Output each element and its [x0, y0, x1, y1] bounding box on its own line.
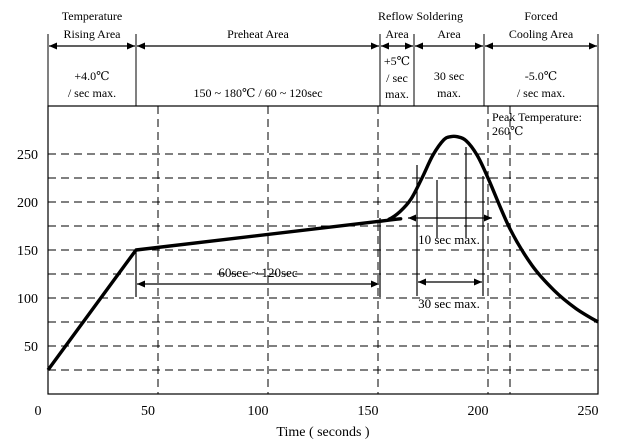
zone-title-line2: Preheat Area — [227, 27, 289, 41]
zone-title-line1: Forced — [524, 9, 557, 23]
y-tick-label: 50 — [24, 340, 38, 355]
x-tick-label: 250 — [578, 404, 599, 419]
zone-note-line2: / sec — [386, 71, 408, 85]
zone-arrow-head-right — [589, 42, 597, 50]
temperature-curve — [46, 134, 599, 372]
preheat-duration-label: 60sec ~ 120sec — [218, 265, 297, 280]
zone-arrow-head-right — [405, 42, 413, 50]
zone-3: Reflow Soldering Area +5℃ / sec max. — [378, 9, 463, 101]
zone-arrow-head-left — [381, 42, 389, 50]
zone-note-line1: 30 sec — [434, 69, 464, 83]
zone-note-line2: / sec max. — [517, 86, 565, 100]
zone-arrow-head-right — [475, 42, 483, 50]
annotations: Peak Temperature:260℃ 60sec ~ 120sec 10 se… — [135, 110, 582, 311]
thirty-sec-arrow-head-left — [418, 278, 426, 286]
peak-temperature-label: Peak Temperature: — [492, 110, 582, 124]
y-tick-label: 150 — [17, 244, 38, 259]
zone-note-line2: 150 ~ 180℃ / 60 ~ 120sec — [193, 86, 322, 100]
y-tick-label: 200 — [17, 196, 38, 211]
zone-arrow-head-right — [127, 42, 135, 50]
x-tick-label: 150 — [358, 404, 379, 419]
plot-area — [46, 134, 599, 372]
zone-note-line2: / sec max. — [68, 86, 116, 100]
thirty-sec-arrow-head-right — [474, 278, 482, 286]
plot-frame — [47, 105, 599, 395]
zone-title-line2: Cooling Area — [509, 27, 574, 41]
zone-arrow-head-left — [137, 42, 145, 50]
ten-sec-arrow-head-right — [484, 214, 492, 222]
zone-header: Temperature Rising Area +4.0℃ / sec max. Pre… — [47, 9, 599, 106]
x-tick-label: 200 — [468, 404, 489, 419]
zone-1: Temperature Rising Area +4.0℃ / sec max. — [62, 9, 122, 100]
zone-note-line1: +4.0℃ — [74, 69, 109, 83]
zone-note-line2: max. — [437, 86, 461, 100]
preheat-duration-arrow-head-left — [137, 280, 145, 288]
zone-title-line2: Area — [437, 27, 461, 41]
zone-title-line2: Rising Area — [64, 27, 122, 41]
peak-temperature-value: 260℃ — [492, 124, 523, 138]
zone-note-line1: -5.0℃ — [525, 69, 557, 83]
ten-sec-label: 10 sec max. — [418, 232, 480, 247]
zone-5: Forced Cooling Area -5.0℃ / sec max. — [509, 9, 574, 100]
preheat-duration-arrow-head-right — [371, 280, 379, 288]
zone-arrow-head-left — [49, 42, 57, 50]
x-tick-label: 0 — [35, 404, 42, 419]
zone-arrow-head-right — [371, 42, 379, 50]
grid — [47, 106, 598, 394]
zone-note-line3: max. — [385, 87, 409, 101]
thirty-sec-label: 30 sec max. — [418, 296, 480, 311]
x-axis-label: Time ( seconds ) — [276, 425, 370, 439]
axis-ticks: 0 50 100 150 200 250 50 100 150 200 250 — [17, 148, 599, 419]
zone-arrow-head-left — [415, 42, 423, 50]
y-tick-label: 100 — [17, 292, 38, 307]
x-tick-label: 100 — [248, 404, 269, 419]
ten-sec-arrow-head-left — [408, 214, 416, 222]
zone-title-line2: Area — [385, 27, 409, 41]
zone-title-line1: Temperature — [62, 9, 122, 23]
zone-arrow-head-left — [485, 42, 493, 50]
zone-note-line1: +5℃ — [384, 54, 410, 68]
zone-title-line1: Reflow Soldering — [378, 9, 463, 23]
zone-2: Preheat Area 150 ~ 180℃ / 60 ~ 120sec — [193, 27, 322, 100]
x-tick-label: 50 — [141, 404, 155, 419]
y-tick-label: 250 — [17, 148, 38, 163]
zone-4: Area 30 sec max. — [434, 27, 464, 100]
